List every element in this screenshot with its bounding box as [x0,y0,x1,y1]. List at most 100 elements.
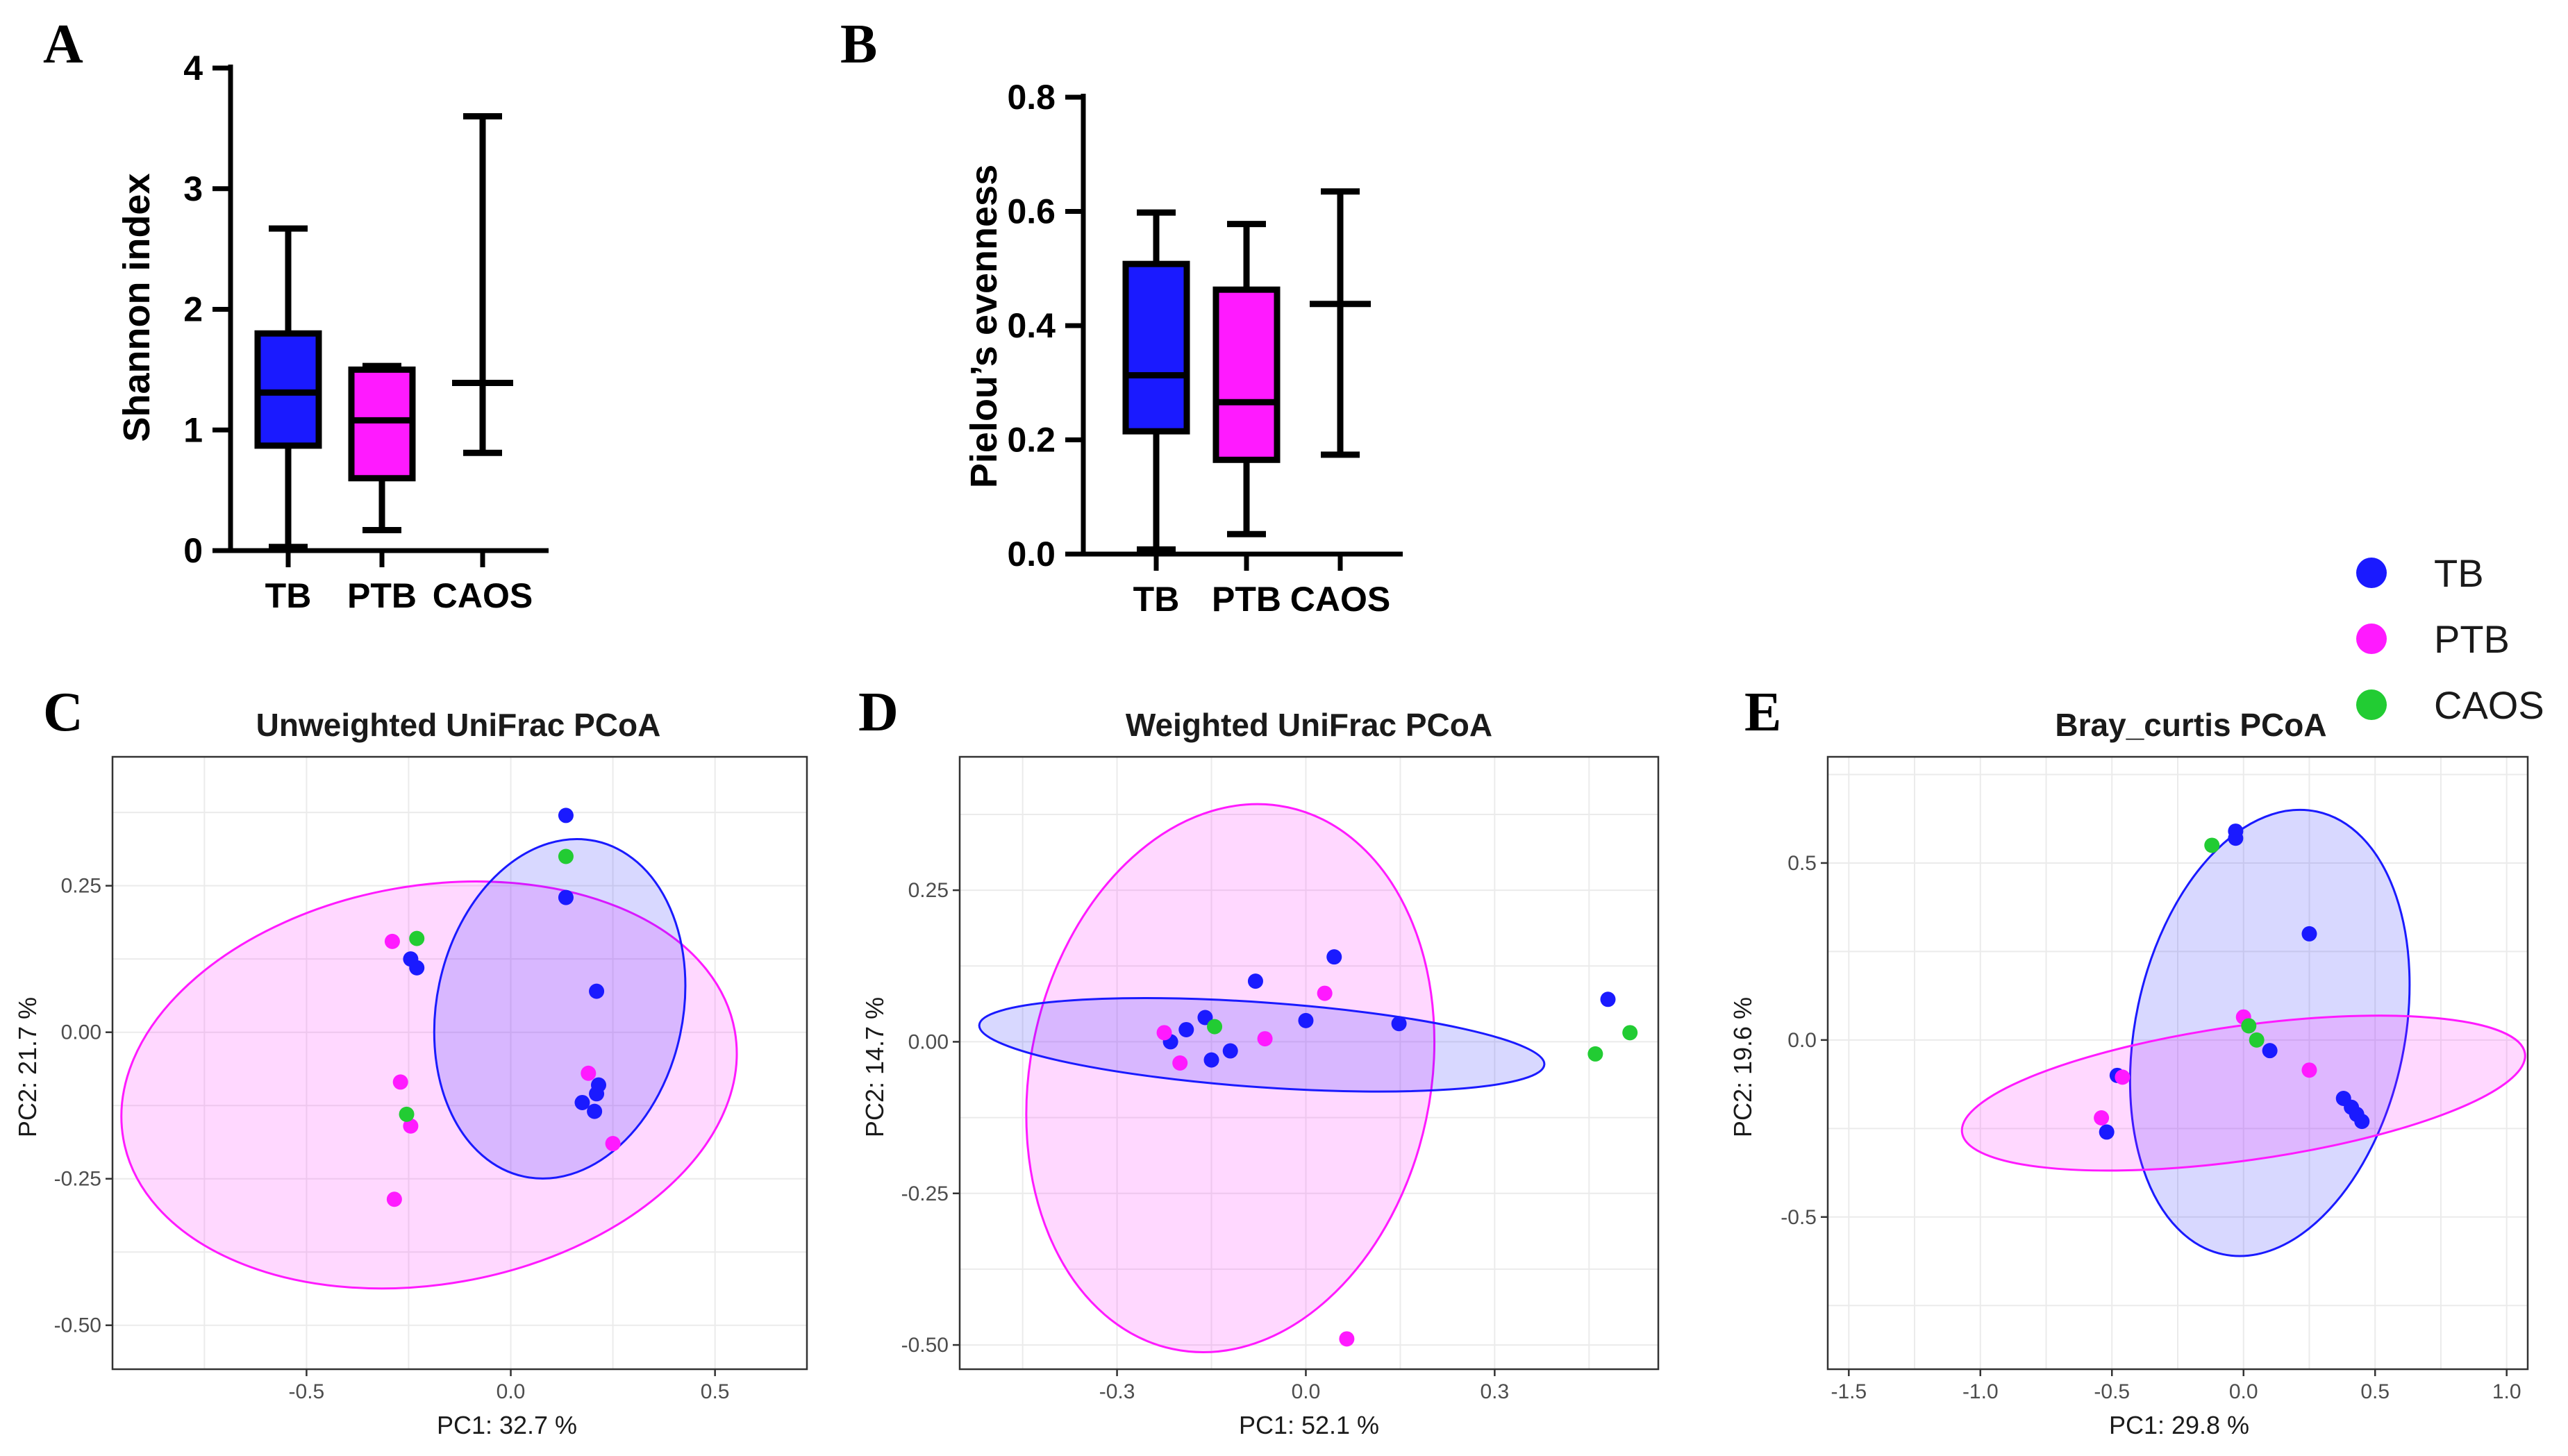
panel-letter-b: B [840,14,877,75]
pcoa-e-point-caos [2241,1018,2257,1034]
box-a-y-tick-label: 4 [183,49,203,87]
box-b-y-tick-label: 0.0 [1007,535,1056,574]
pcoa-c-panel-border [111,755,808,1371]
pcoa-d-x-tick-label: 0.3 [1481,1380,1510,1403]
pcoa-d-point-tb [1391,1016,1407,1032]
box-b-x-tick-label: PTB [1212,580,1281,619]
pcoa-c-point-tb [558,889,574,905]
pcoa-c-y-label: PC2: 21.7 % [13,997,42,1137]
pcoa-d-point-tb [1247,973,1263,989]
pcoa-d-y-tick-label: 0.25 [908,879,949,902]
legend-swatch-caos [2356,689,2387,720]
pcoa-e-x-tick-label: -1.5 [1831,1380,1867,1403]
box-b-iqr-box [1122,260,1190,435]
pcoa-c-ellipse-layer [120,837,738,1290]
box-plot-b: Pielou’s evenness 0.0 0.2 0.4 0.6 0.8 TB PTB CA… [963,78,1403,619]
pcoa-e-x-tick-label: -0.5 [2094,1380,2130,1403]
box-b-y-tick-label: 0.2 [1007,421,1056,460]
pcoa-e-point-ptb [2301,1062,2317,1078]
pcoa-c-point-ptb [605,1136,621,1152]
pcoa-c-point-tb [558,808,574,823]
pcoa-e-point-caos [2204,837,2220,853]
pcoa-c-y-tick-label: -0.25 [54,1168,101,1191]
box-plot-a: Shannon index 0 1 2 3 4 TB PTB CAOS [116,49,549,615]
pcoa-e-point-ptb [2115,1069,2131,1085]
pcoa-d-point-tb [1178,1021,1194,1037]
box-a-y-label: Shannon index [116,173,158,442]
pcoa-c-y-tick-label: -0.50 [54,1314,101,1337]
pcoa-d-ellipse-ptb [1025,803,1436,1353]
pcoa-c-point-tb [409,960,425,976]
pcoa-c-x-tick-label: -0.5 [289,1380,325,1403]
pcoa-d-y-tick-label: -0.25 [901,1182,949,1205]
pcoa-c-x-tick-label: 0.0 [497,1380,526,1403]
panel-letter-a: A [43,14,83,75]
pcoa-c-point-ptb [386,1191,402,1207]
pcoa-c-y-tick-label: 0.00 [61,1021,101,1044]
panel-letter-c: C [43,682,83,743]
pcoa-c-y-tick-label: 0.25 [61,875,101,898]
pcoa-d-y-tick-label: 0.00 [908,1030,949,1053]
pcoa-e-point-tb [2099,1124,2115,1140]
pcoa-d-point-ptb [1339,1331,1355,1347]
pcoa-plot-e: Bray_curtis PCoA PC1: 29.8 % PC2: 19.6 %… [1728,707,2529,1439]
pcoa-c-point-caos [399,1106,415,1122]
pcoa-plot-c: Unweighted UniFrac PCoA PC1: 32.7 % PC2:… [13,707,808,1439]
pcoa-d-point-caos [1622,1025,1638,1041]
pcoa-c-x-label: PC1: 32.7 % [437,1411,577,1439]
box-b-y-tick-label: 0.8 [1007,78,1056,117]
pcoa-d-point-tb [1326,949,1342,965]
pcoa-e-y-tick-label: 0.0 [1787,1029,1817,1052]
box-b-x-tick-label: CAOS [1290,580,1390,619]
legend: TB PTB CAOS [2356,551,2544,727]
pcoa-e-x-tick-label: 0.0 [2229,1380,2258,1403]
pcoa-d-point-caos [1587,1046,1603,1062]
box-a-x-tick-label: TB [265,576,312,615]
pcoa-d-point-caos [1207,1019,1223,1035]
pcoa-e-point-tb [2301,926,2317,942]
pcoa-e-x-tick-label: -1.0 [1962,1380,1999,1403]
pcoa-c-point-ptb [403,1118,419,1134]
pcoa-d-point-tb [1298,1012,1314,1028]
pcoa-e-x-label: PC1: 29.8 % [2109,1411,2249,1439]
box-a-y-tick-label: 2 [183,290,203,329]
pcoa-d-point-ptb [1156,1025,1172,1041]
legend-label-caos: CAOS [2434,683,2544,727]
pcoa-e-y-tick-label: -0.5 [1781,1206,1817,1229]
pcoa-c-point-caos [409,930,425,946]
pcoa-d-title: Weighted UniFrac PCoA [1126,707,1492,743]
box-a-iqr-box [348,366,416,482]
pcoa-c-point-ptb [581,1065,597,1081]
pcoa-e-y-tick-label: 0.5 [1787,852,1817,875]
pcoa-d-x-tick-label: -0.3 [1099,1380,1135,1403]
legend-swatch-tb [2356,558,2387,588]
pcoa-e-point-tb [2354,1114,2370,1130]
legend-label-tb: TB [2434,551,2484,595]
pcoa-e-point-tb [2228,830,2244,846]
pcoa-e-y-label: PC2: 19.6 % [1728,997,1757,1137]
pcoa-d-y-tick-label: -0.50 [901,1334,949,1357]
box-a-y-tick-label: 0 [183,531,203,570]
pcoa-d-point-tb [1600,991,1616,1007]
pcoa-c-plot-bg [112,757,807,1369]
pcoa-d-point-ptb [1317,985,1333,1001]
pcoa-e-point-tb [2262,1043,2278,1059]
pcoa-c-point-ptb [392,1074,408,1090]
pcoa-e-point-ptb [2094,1110,2110,1126]
pcoa-d-point-tb [1197,1010,1213,1026]
pcoa-c-ellipse-tb [433,837,687,1180]
pcoa-c-title: Unweighted UniFrac PCoA [256,707,661,743]
pcoa-e-panel-border [1826,755,2529,1371]
pcoa-e-title: Bray_curtis PCoA [2055,707,2326,743]
pcoa-c-point-tb [587,1103,603,1119]
pcoa-e-x-tick-label: 0.5 [2360,1380,2390,1403]
pcoa-d-plot-bg [960,757,1658,1369]
box-a-y-tick-label: 1 [183,410,203,449]
pcoa-c-ellipse-ptb [120,880,738,1290]
pcoa-d-point-tb [1203,1052,1219,1068]
box-b-x-tick-label: TB [1133,580,1180,619]
box-b-y-label: Pielou’s evenness [963,165,1005,488]
pcoa-d-x-label: PC1: 52.1 % [1239,1411,1379,1439]
pcoa-plot-d: Weighted UniFrac PCoA PC1: 52.1 % PC2: 1… [860,707,1660,1439]
